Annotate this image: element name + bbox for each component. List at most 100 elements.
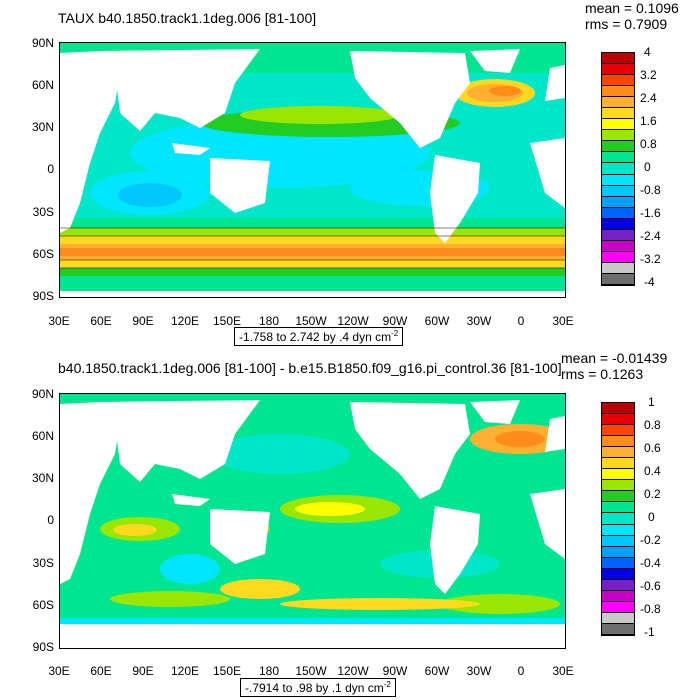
colorbar-swatch	[602, 273, 634, 285]
colorbar-label: 0.6	[644, 441, 661, 455]
colorbar-swatch	[602, 119, 634, 131]
lon-label: 90W	[382, 314, 408, 328]
lat-label: 30N	[31, 471, 54, 485]
colorbar-label: 0.8	[644, 418, 661, 432]
lon-label: 60E	[90, 664, 112, 678]
lon-label: 30E	[552, 664, 574, 678]
colorbar-swatch	[602, 86, 634, 98]
panel2-mean: mean = -0.01439	[561, 350, 668, 366]
panel2-title: b40.1850.track1.1deg.006 [81-100] - b.e1…	[58, 360, 562, 376]
colorbar-label: 1	[648, 395, 655, 409]
colorbar-swatch	[602, 524, 634, 536]
panel2-contour-sup: -2	[383, 680, 391, 689]
colorbar-swatch	[602, 546, 634, 558]
panel1-contour-sup: -2	[391, 329, 399, 338]
colorbar-label: 0	[644, 160, 651, 174]
panel1-title: TAUX b40.1850.track1.1deg.006 [81-100]	[58, 10, 317, 26]
lon-label: 120E	[170, 664, 200, 678]
colorbar-swatch	[602, 557, 634, 569]
lat-label: 0	[47, 162, 54, 176]
colorbar-label: 2.4	[640, 91, 657, 105]
colorbar-swatch	[602, 64, 634, 76]
colorbar-label: 1.6	[640, 114, 657, 128]
panel1-map	[59, 42, 566, 298]
panel1-map-svg	[60, 43, 565, 297]
lon-label: 60W	[424, 314, 450, 328]
colorbar-swatch	[602, 425, 634, 437]
lon-label: 90E	[132, 314, 154, 328]
colorbar-swatch	[602, 414, 634, 426]
lat-label: 0	[47, 513, 54, 527]
colorbar-swatch	[602, 229, 634, 241]
colorbar-label: 0.4	[644, 464, 661, 478]
colorbar-label: 0	[648, 510, 655, 524]
lon-label: 120W	[337, 664, 369, 678]
panel1-contour-text: -1.758 to 2.742 by .4 dyn cm	[239, 330, 392, 344]
lon-label: 150E	[212, 314, 242, 328]
lat-label: 30S	[32, 205, 54, 219]
lon-label: 180	[258, 664, 280, 678]
colorbar-label: 4	[644, 45, 651, 59]
colorbar-swatch	[602, 251, 634, 263]
colorbar-swatch	[602, 108, 634, 120]
lon-label: 0	[517, 314, 525, 328]
lon-label: 30E	[48, 664, 70, 678]
lat-label: 30N	[31, 120, 54, 134]
lon-label: 30E	[48, 314, 70, 328]
colorbar-label: -0.4	[640, 556, 661, 570]
colorbar-swatch	[602, 75, 634, 87]
colorbar-swatch	[602, 163, 634, 175]
lon-label: 120W	[337, 314, 369, 328]
colorbar-swatch	[602, 403, 634, 415]
lon-label: 150W	[295, 314, 327, 328]
colorbar-swatch	[602, 480, 634, 492]
lon-label: 90W	[382, 664, 408, 678]
lat-label: 90S	[32, 289, 54, 303]
panel2-colorbar	[601, 402, 635, 636]
colorbar-swatch	[602, 568, 634, 580]
colorbar-swatch	[602, 579, 634, 591]
colorbar-label: -0.2	[640, 533, 661, 547]
colorbar-swatch	[602, 152, 634, 164]
lat-label: 60S	[32, 247, 54, 261]
colorbar-swatch	[602, 469, 634, 481]
colorbar-swatch	[602, 436, 634, 448]
lat-label: 90N	[31, 36, 54, 50]
colorbar-swatch	[602, 447, 634, 459]
lon-label: 180	[258, 314, 280, 328]
colorbar-swatch	[602, 218, 634, 230]
colorbar-label: -0.6	[640, 579, 661, 593]
colorbar-swatch	[602, 262, 634, 274]
colorbar-swatch	[602, 623, 634, 635]
colorbar-label: -2.4	[640, 229, 661, 243]
lon-label: 30E	[552, 314, 574, 328]
lon-label: 60W	[424, 664, 450, 678]
lon-label: 30W	[466, 664, 492, 678]
colorbar-swatch	[602, 185, 634, 197]
colorbar-label: -1	[644, 625, 655, 639]
lat-label: 60N	[31, 429, 54, 443]
colorbar-swatch	[602, 130, 634, 142]
lon-label: 90E	[132, 664, 154, 678]
colorbar-swatch	[602, 97, 634, 109]
panel2-contour-info: -.7914 to .98 by .1 dyn cm-2	[240, 678, 396, 697]
colorbar-swatch	[602, 513, 634, 525]
colorbar-swatch	[602, 601, 634, 613]
lon-label: 60E	[90, 314, 112, 328]
panel1-rms: rms = 0.7909	[585, 16, 668, 32]
lat-label: 90S	[32, 640, 54, 654]
colorbar-label: 0.2	[644, 487, 661, 501]
colorbar-swatch	[602, 502, 634, 514]
lat-label: 90N	[31, 387, 54, 401]
colorbar-swatch	[602, 240, 634, 252]
colorbar-label: -1.6	[640, 206, 661, 220]
panel2-map-svg	[60, 394, 565, 648]
colorbar-swatch	[602, 590, 634, 602]
panel1-contour-info: -1.758 to 2.742 by .4 dyn cm-2	[234, 327, 404, 346]
colorbar-swatch	[602, 141, 634, 153]
colorbar-swatch	[602, 207, 634, 219]
lat-label: 60S	[32, 598, 54, 612]
panel2-map	[59, 393, 566, 649]
lon-label: 150W	[295, 664, 327, 678]
colorbar-label: -0.8	[640, 183, 661, 197]
